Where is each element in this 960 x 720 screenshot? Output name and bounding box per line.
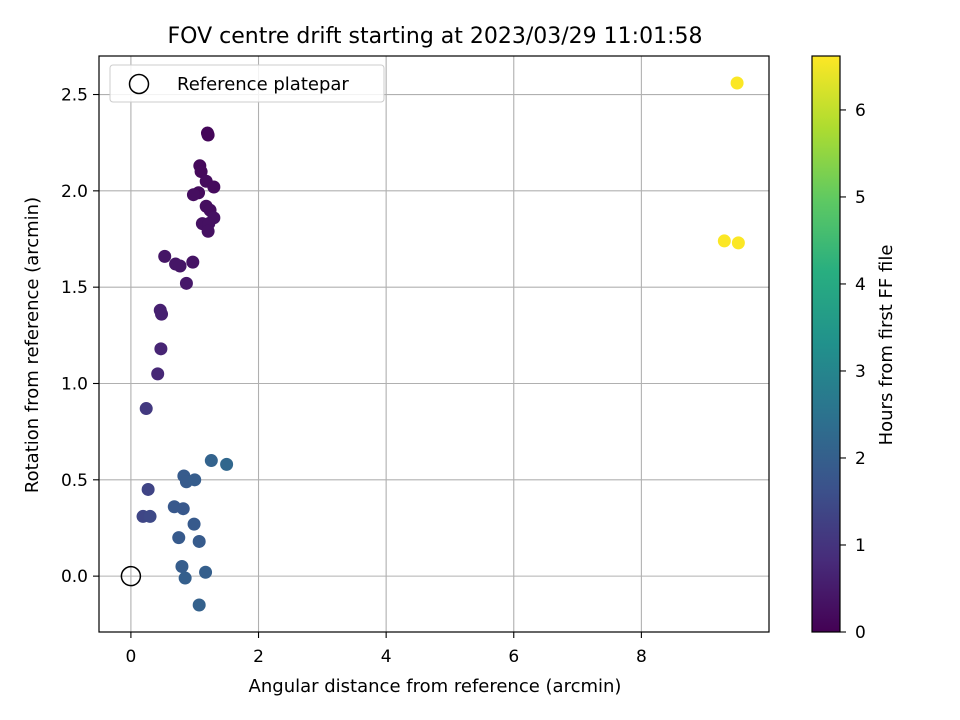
plot-area: 0 2 4 6 8 0.0 0.5 1.0 1.5 2.0 2.5	[61, 55, 770, 667]
x-axis-ticks: 0 2 4 6 8	[125, 632, 647, 667]
data-point-42	[717, 234, 731, 248]
legend-label-reference: Reference platepar	[177, 74, 349, 95]
data-point-23	[139, 402, 153, 416]
x-axis-label: Angular distance from reference (arcmin)	[249, 676, 622, 697]
data-point-33	[143, 509, 157, 523]
colorbar: 0 1 2 3 4 5 6 Hours from first FF file	[811, 55, 897, 643]
data-point-22	[151, 367, 165, 381]
x-tick-label-2: 4	[381, 647, 392, 667]
y-tick-label-5: 2.5	[61, 86, 88, 106]
colorbar-tick-label-4: 4	[855, 275, 866, 295]
y-tick-label-3: 1.5	[61, 278, 88, 298]
y-axis-label: Rotation from reference (arcmin)	[22, 197, 43, 493]
data-point-36	[192, 534, 206, 548]
plot-frame	[98, 55, 770, 633]
x-tick-label-0: 0	[125, 647, 136, 667]
data-point-21	[154, 342, 168, 356]
y-tick-label-1: 0.5	[61, 471, 88, 491]
data-point-37	[175, 560, 189, 574]
y-tick-label-2: 1.0	[61, 374, 88, 394]
colorbar-gradient	[811, 55, 841, 633]
y-axis-ticks: 0.0 0.5 1.0 1.5 2.0 2.5	[61, 86, 99, 587]
colorbar-tick-label-1: 1	[855, 536, 866, 556]
data-point-17	[186, 255, 200, 269]
data-points	[136, 76, 745, 612]
data-point-28	[188, 473, 202, 487]
colorbar-tick-label-6: 6	[855, 101, 866, 121]
colorbar-tick-label-5: 5	[855, 188, 866, 208]
legend-box	[109, 64, 385, 103]
y-tick-label-0: 0.0	[61, 567, 88, 587]
colorbar-tick-label-3: 3	[855, 362, 866, 382]
data-point-39	[178, 571, 192, 585]
x-tick-label-4: 8	[636, 647, 647, 667]
colorbar-tick-label-2: 2	[855, 449, 866, 469]
data-point-34	[187, 517, 201, 531]
data-point-18	[179, 276, 193, 290]
data-point-16	[173, 259, 187, 273]
data-point-29	[141, 482, 155, 496]
data-point-31	[176, 502, 190, 516]
reference-marker	[120, 565, 142, 587]
data-point-14	[158, 249, 172, 263]
x-tick-label-1: 2	[253, 647, 264, 667]
legend: Reference platepar	[109, 64, 385, 103]
y-tick-label-4: 2.0	[61, 182, 88, 202]
data-point-35	[172, 531, 186, 545]
data-point-24	[204, 454, 218, 468]
data-point-13	[201, 224, 215, 238]
data-point-38	[199, 565, 213, 579]
reference-marker-group	[120, 565, 142, 587]
data-point-3	[194, 165, 208, 179]
data-point-7	[186, 188, 200, 202]
colorbar-label: Hours from first FF file	[876, 245, 897, 446]
data-point-25	[220, 457, 234, 471]
data-point-20	[155, 307, 169, 321]
chart-title: FOV centre drift starting at 2023/03/29 …	[168, 24, 703, 49]
colorbar-ticks: 0 1 2 3 4 5 6	[840, 101, 866, 643]
colorbar-tick-label-0: 0	[855, 623, 866, 643]
data-point-41	[730, 76, 744, 90]
x-tick-label-3: 6	[508, 647, 519, 667]
data-point-40	[192, 598, 206, 612]
data-point-1	[201, 128, 215, 142]
legend-reference-marker	[128, 73, 150, 95]
data-point-5	[207, 180, 221, 194]
data-point-43	[731, 236, 745, 250]
